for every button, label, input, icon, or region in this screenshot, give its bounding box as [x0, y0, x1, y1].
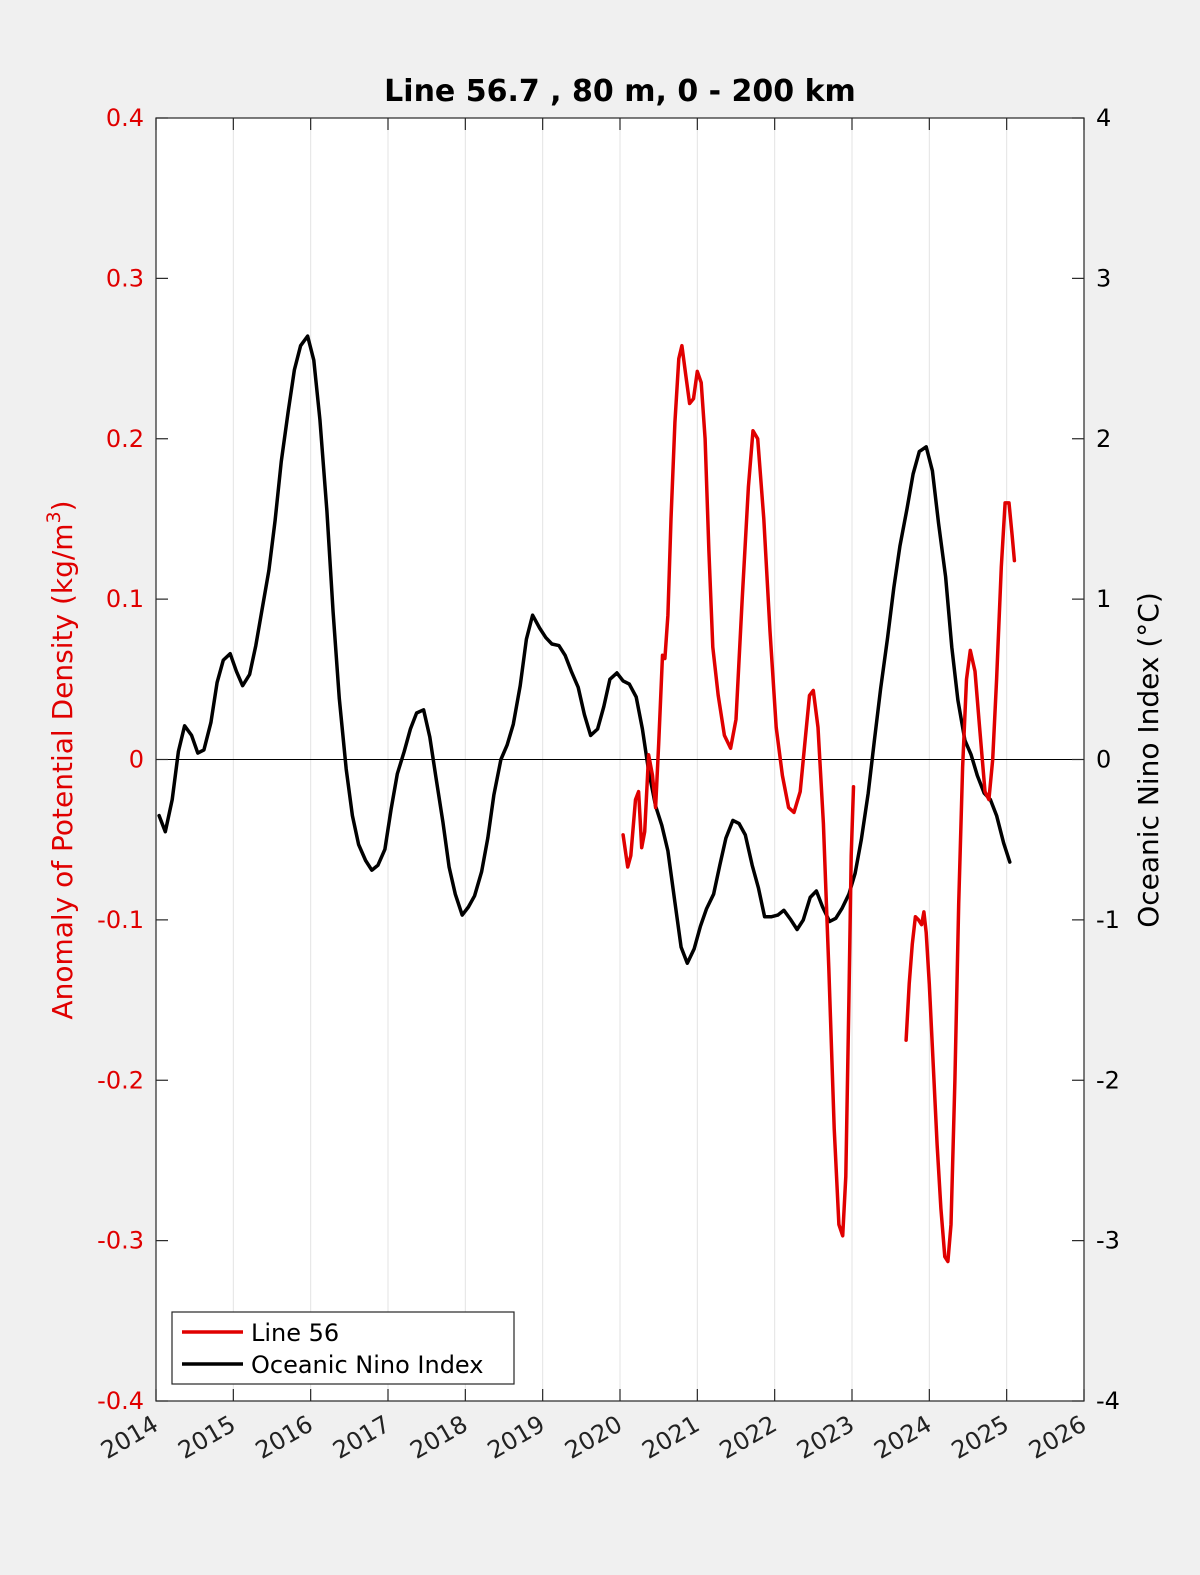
tick-label-left: 0.2	[106, 425, 144, 453]
tick-label-right: 1	[1096, 585, 1111, 613]
tick-label-x: 2017	[328, 1410, 395, 1465]
left-axis-ticks: 0.4 0.3 0.2 0.1 0 -0.1 -0.2 -0.3 -0.4	[97, 104, 168, 1415]
right-axis-ticks: 4 3 2 1 0 -1 -2 -3 -4	[1072, 104, 1120, 1415]
left-axis-label-sup: 3	[43, 511, 65, 523]
tick-label-x: 2014	[96, 1410, 163, 1465]
tick-label-left: 0.3	[106, 264, 144, 292]
tick-label-right: 4	[1096, 104, 1111, 132]
tick-label-x: 2015	[173, 1410, 240, 1465]
tick-label-x: 2019	[483, 1410, 550, 1465]
legend-box	[171, 1311, 515, 1385]
tick-label-left: 0.1	[106, 585, 144, 613]
tick-label-left: -0.4	[97, 1387, 144, 1415]
tick-label-x: 2016	[251, 1410, 318, 1465]
tick-label-right: -4	[1096, 1387, 1120, 1415]
left-axis-label: Anomaly of Potential Density (kg/m3)	[43, 500, 79, 1019]
tick-label-right: -1	[1096, 906, 1120, 934]
left-axis-label-close: )	[46, 500, 79, 511]
tick-label-left: 0	[129, 746, 144, 774]
series-line56-segment-1	[904, 501, 1017, 1264]
series-oni-segment-0	[157, 334, 1012, 965]
tick-label-right: 2	[1096, 425, 1111, 453]
chart-title: Line 56.7 , 80 m, 0 - 200 km	[384, 74, 856, 109]
legend-line56-label: Line 56	[251, 1319, 339, 1347]
series-line56-segment-0	[621, 343, 856, 1238]
series-layer	[157, 334, 1017, 1264]
legend-oni-label: Oceanic Nino Index	[251, 1351, 483, 1379]
legend: Line 56 Oceanic Nino Index	[171, 1311, 515, 1385]
left-axis-label-main: Anomaly of Potential Density (kg/m	[46, 523, 79, 1019]
tick-label-right: -3	[1096, 1227, 1120, 1255]
tick-label-left: -0.3	[97, 1227, 144, 1255]
right-axis-label: Oceanic Nino Index (°C)	[1132, 592, 1165, 928]
tick-label-x: 2022	[715, 1410, 782, 1465]
tick-label-x: 2025	[947, 1410, 1014, 1465]
tick-label-left: -0.1	[97, 906, 144, 934]
tick-label-x: 2021	[637, 1410, 704, 1465]
tick-label-x: 2018	[405, 1410, 472, 1465]
tick-label-left: 0.4	[106, 104, 144, 132]
tick-label-x: 2026	[1024, 1410, 1091, 1465]
tick-label-right: 0	[1096, 746, 1111, 774]
tick-label-left: -0.2	[97, 1066, 144, 1094]
tick-label-right: -2	[1096, 1066, 1120, 1094]
tick-label-x: 2023	[792, 1410, 859, 1465]
tick-label-x: 2020	[560, 1410, 627, 1465]
tick-label-right: 3	[1096, 264, 1111, 292]
tick-label-x: 2024	[869, 1410, 936, 1465]
